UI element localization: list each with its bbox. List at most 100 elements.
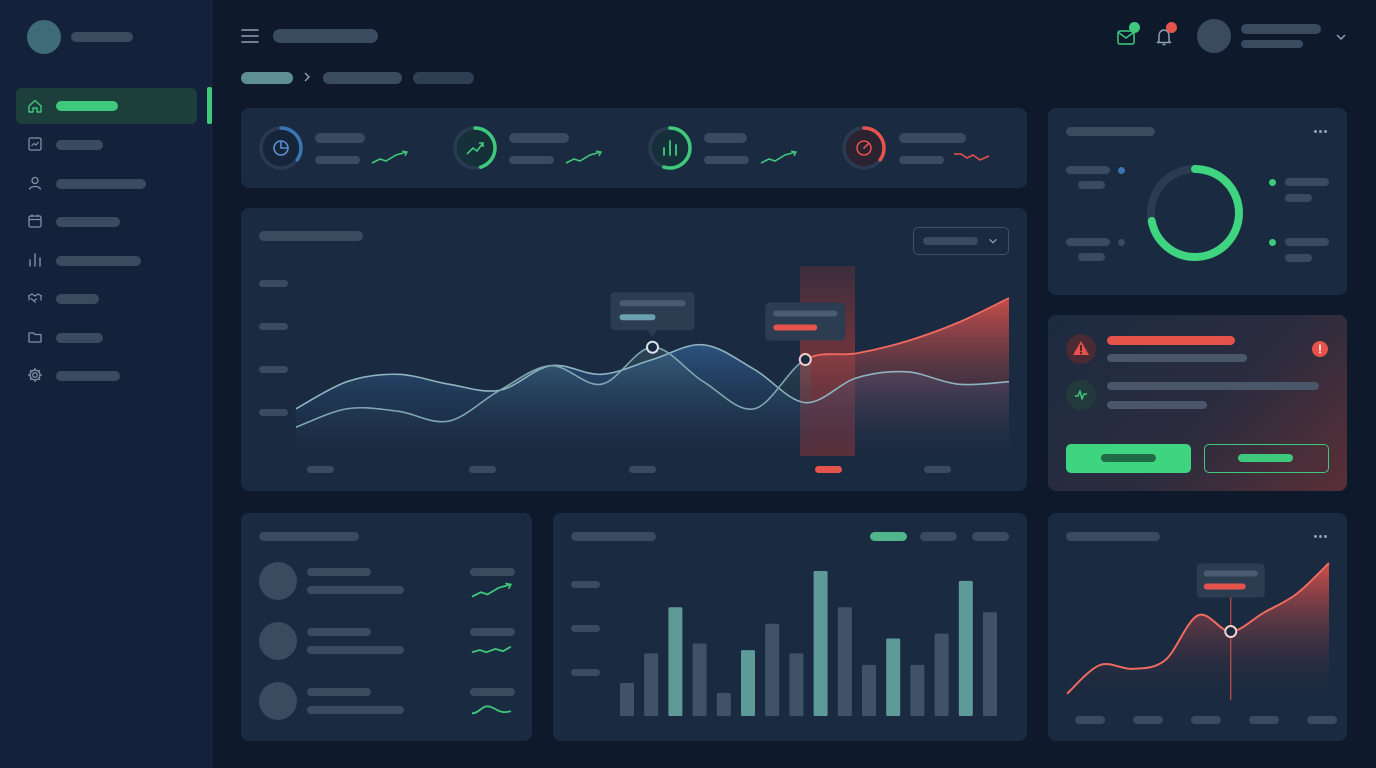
logo[interactable] [27,20,61,54]
bar[interactable] [716,692,731,716]
sidebar-item-label [56,333,103,343]
sidebar-item-files[interactable] [16,319,197,355]
bar[interactable] [813,571,828,716]
sidebar-item-reports[interactable] [16,242,197,278]
bar-chart-icon [663,140,677,156]
bar[interactable] [692,643,707,717]
tooltip [1196,563,1265,598]
secondary-action-button[interactable] [1204,444,1329,473]
bar[interactable] [789,653,804,716]
list-item-title [307,568,371,576]
avatar [259,682,297,720]
donut-chart [1147,165,1243,261]
stat-label [704,133,747,143]
stat-ring [648,126,692,170]
warning-icon [1066,334,1096,364]
user-icon [27,175,43,191]
tooltip-label [773,310,838,317]
legend-dot [1118,239,1125,246]
x-tick-label [1133,716,1163,724]
pulse-icon [1066,380,1096,410]
pie-icon [273,140,289,156]
sidebar-item-settings[interactable] [16,357,197,393]
bar[interactable] [765,623,780,716]
alert-point[interactable] [798,353,812,367]
sidebar-item-label [56,371,120,381]
series-area [296,347,811,458]
bar[interactable] [983,612,997,716]
bar[interactable] [668,607,683,716]
stat-sub [509,156,554,164]
alert-description [1107,354,1247,362]
breadcrumb-item[interactable] [413,72,474,84]
y-tick-label [259,409,288,416]
red-area-chart [1066,562,1337,724]
avatar[interactable] [1197,19,1231,53]
alert-card [1048,315,1347,491]
tooltip-label [619,300,686,307]
sidebar-item-label [56,179,146,189]
user-name-placeholder [1241,24,1321,34]
bar[interactable] [958,580,973,716]
sidebar-item-home[interactable] [16,88,197,124]
main-chart-card [241,208,1027,491]
button-label [1238,454,1293,462]
filter-tab[interactable] [972,532,1009,541]
sidebar-item-calendar[interactable] [16,203,197,239]
more-icon[interactable] [1314,130,1332,136]
bar[interactable] [741,650,755,716]
calendar-icon [27,213,43,229]
more-icon[interactable] [1314,535,1332,541]
active-indicator [207,87,212,124]
stat-ring [259,126,303,170]
bell-badge [1166,22,1177,33]
list-item-value [470,568,515,576]
trend-up-icon [466,142,484,155]
sidebar-item-label [56,256,141,266]
brand-name-placeholder [71,32,133,42]
period-dropdown[interactable] [913,227,1009,255]
bar[interactable] [837,607,852,716]
legend-value [1078,181,1105,189]
series-line [1066,562,1330,695]
bar[interactable] [620,683,634,716]
primary-action-button[interactable] [1066,444,1191,473]
bar[interactable] [934,633,949,716]
sidebar-item-users[interactable] [16,165,197,201]
mail-icon[interactable] [1116,26,1138,48]
series-area [1067,563,1329,700]
stat-sub [315,156,360,164]
list-item-title [307,688,371,696]
page-title-placeholder [273,29,378,43]
highlight-point[interactable] [1224,625,1238,638]
bar-chart-icon [27,252,43,268]
breadcrumb-item[interactable] [241,72,293,84]
chevron-down-icon[interactable] [1334,30,1348,44]
series-area-alert [800,298,1009,458]
menu-icon[interactable] [240,27,260,45]
filter-tab[interactable] [920,532,957,541]
bar[interactable] [862,664,876,716]
list-item-subtitle [307,706,404,714]
sidebar-item-deals[interactable] [16,280,197,316]
sidebar-item-label [56,294,99,304]
gear-icon [27,367,43,383]
trend-sparkline-icon [471,582,513,598]
bar[interactable] [886,638,901,716]
bar[interactable] [910,664,925,716]
trend-up-icon [371,150,409,164]
stats-card [241,108,1027,188]
x-tick-label [924,466,951,473]
highlight-point[interactable] [646,340,659,354]
list-item-value [470,688,515,696]
bell-icon[interactable] [1154,26,1176,48]
filter-tab-active[interactable] [870,532,907,541]
breadcrumb-item[interactable] [323,72,402,84]
card-title-placeholder [1066,532,1160,541]
mail-badge [1129,22,1140,33]
x-tick-label [1249,716,1279,724]
tooltip [610,292,695,331]
sidebar-item-analytics[interactable] [16,126,197,162]
bar[interactable] [644,653,659,716]
tooltip-value [619,314,656,321]
